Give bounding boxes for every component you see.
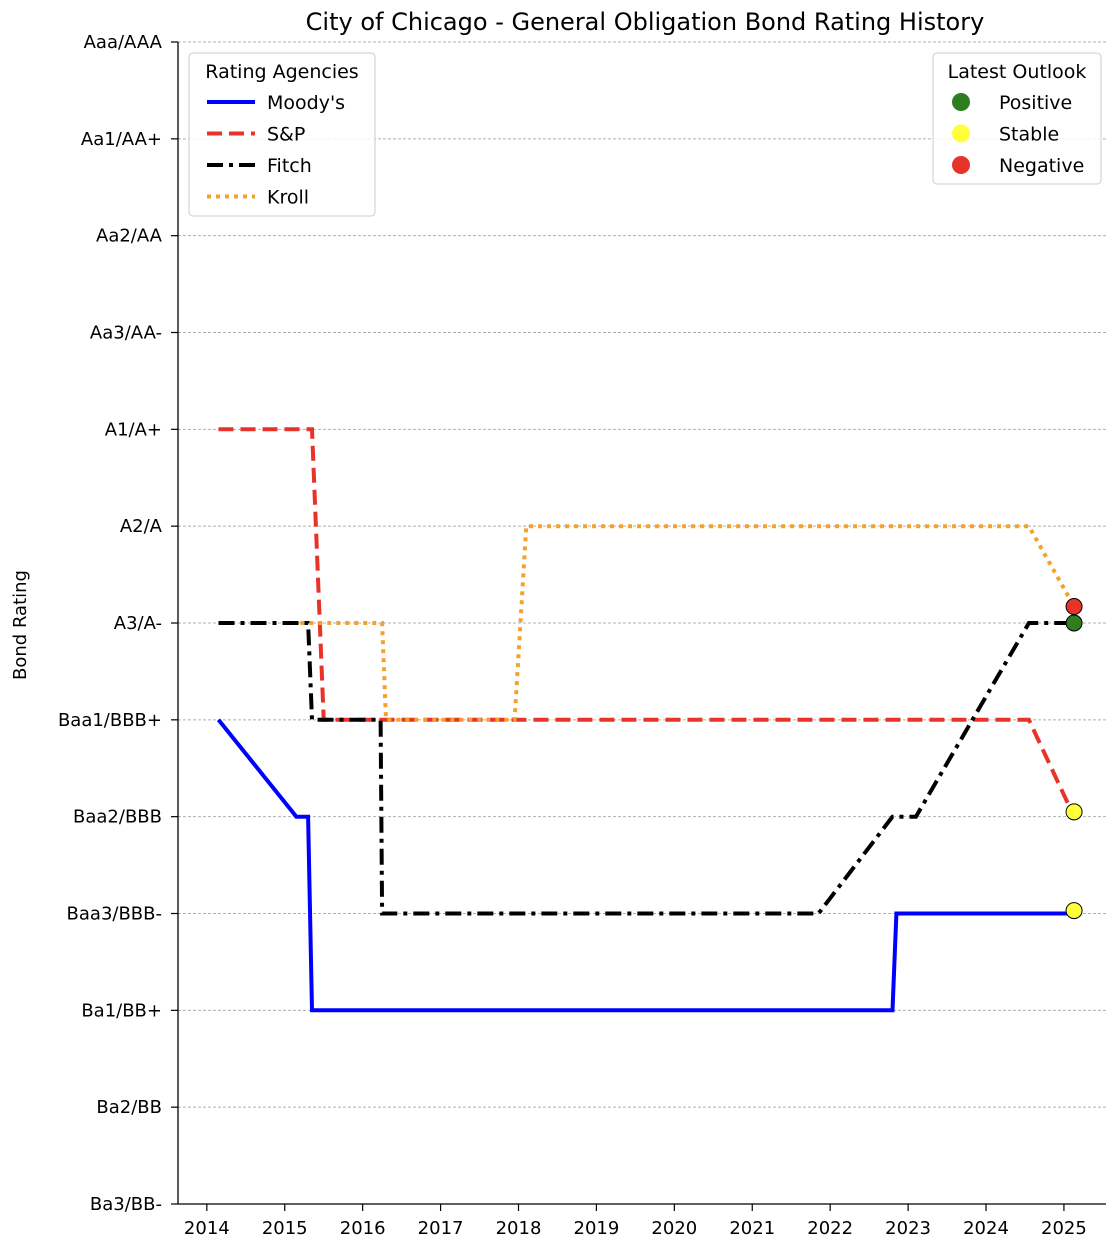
legend-label: Negative (999, 155, 1084, 177)
x-tick-label: 2024 (963, 1218, 1009, 1239)
y-tick-label: Ba1/BB+ (81, 1000, 162, 1021)
x-tick-label: 2025 (1041, 1218, 1087, 1239)
legend-label: Fitch (267, 155, 312, 177)
y-tick-label: Ba3/BB- (90, 1194, 162, 1215)
ticks: Ba3/BB- Ba2/BB Ba1/BB+ Baa3/BBB- Baa2/BBB Baa… (58, 32, 1087, 1239)
outlook-markers (1065, 598, 1083, 920)
y-tick-label: Aa2/AA (96, 226, 163, 247)
x-tick-label: 2022 (807, 1218, 853, 1239)
outlook-marker-negative (1065, 598, 1083, 616)
legend-outlook-title: Latest Outlook (948, 61, 1087, 83)
x-tick-label: 2017 (418, 1218, 464, 1239)
x-tick-label: 2015 (262, 1218, 308, 1239)
legend-label: S&P (267, 124, 305, 146)
y-tick-label: Baa3/BBB- (67, 904, 162, 925)
series-line-moody-s (216, 718, 1075, 1013)
y-tick-label: Aa3/AA- (90, 323, 162, 344)
y-tick-label: A1/A+ (105, 419, 162, 440)
outlook-marker-stable (1065, 803, 1083, 821)
series-line-kroll (300, 524, 1076, 722)
x-tick-label: 2021 (729, 1218, 775, 1239)
y-tick-label: A3/A- (114, 613, 162, 634)
legend-outlook-marker (952, 93, 970, 111)
x-tick-label: 2023 (885, 1218, 931, 1239)
x-tick-label: 2016 (340, 1218, 386, 1239)
x-tick-label: 2020 (651, 1218, 697, 1239)
y-tick-label: Baa1/BBB+ (58, 710, 162, 731)
y-tick-label: A2/A (120, 516, 163, 537)
legend-outlook-box (932, 52, 1102, 185)
outlook-marker-positive (1065, 614, 1083, 632)
y-tick-label: Aaa/AAA (84, 32, 163, 53)
outlook-marker-stable (1065, 902, 1083, 920)
legend-outlook-marker (952, 156, 970, 174)
x-tick-label: 2019 (574, 1218, 620, 1239)
legend-label: Positive (999, 92, 1072, 114)
series-lines (216, 427, 1076, 1013)
legend-agencies-title: Rating Agencies (205, 61, 358, 83)
legend-label: Stable (999, 124, 1059, 146)
y-axis-label: Bond Rating (10, 570, 31, 680)
x-tick-label: 2018 (496, 1218, 542, 1239)
chart-title: City of Chicago - General Obligation Bon… (306, 8, 985, 36)
legend-agencies-box (188, 52, 376, 217)
series-line-fitch (218, 621, 1075, 916)
y-tick-label: Aa1/AA+ (81, 129, 162, 150)
legends: Rating Agencies Moody's S&P Fitch Kroll Lates… (188, 52, 1102, 217)
legend-outlook-marker (952, 124, 970, 143)
y-tick-label: Ba2/BB (96, 1097, 162, 1118)
legend-label: Moody's (267, 92, 345, 114)
legend-label: Kroll (267, 187, 309, 209)
y-tick-label: Baa2/BBB (73, 807, 162, 828)
x-tick-label: 2014 (184, 1218, 230, 1239)
